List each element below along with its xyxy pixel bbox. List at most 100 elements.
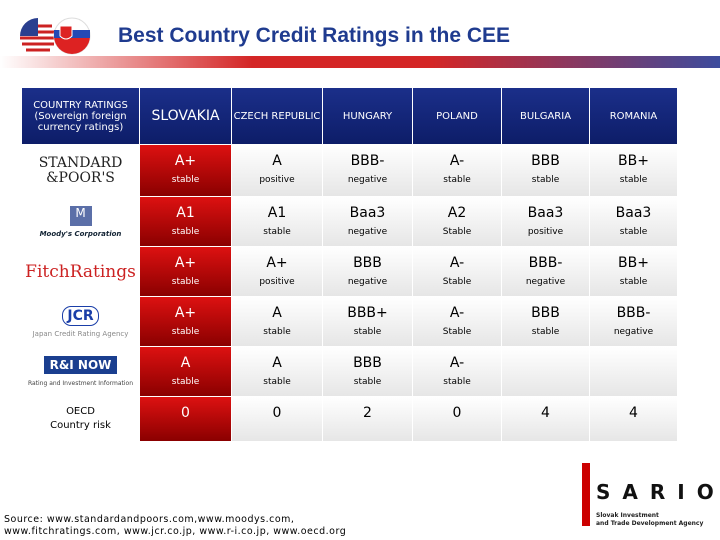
rating: A1 — [176, 205, 195, 221]
label-line: Country risk — [50, 420, 111, 431]
outlook: stable — [263, 227, 291, 237]
outlook: stable — [171, 175, 200, 185]
rating-cell: A-stable — [413, 347, 502, 397]
header-bar — [0, 56, 720, 68]
rating: BB+ — [618, 255, 649, 271]
rating: A- — [449, 153, 465, 169]
label-line: Rating and Investment Information — [27, 380, 134, 387]
outlook: stable — [619, 175, 648, 185]
rating: A — [272, 153, 282, 169]
rating: A — [272, 305, 282, 321]
rating-cell: Baa3 positive — [502, 197, 590, 247]
rating: A- — [449, 255, 465, 271]
outlook: Stable — [442, 327, 472, 337]
rating-cell: BBB stable — [323, 347, 413, 397]
rating-cell: BBB-negative — [502, 247, 590, 297]
outlook: stable — [443, 175, 471, 185]
rating: A — [180, 355, 191, 371]
rating-cell: A1 stable — [140, 197, 232, 247]
rating-cell: BBB+ stable — [323, 297, 413, 347]
rating: BBB — [531, 305, 560, 321]
rating-cell: Baa3 stable — [590, 197, 678, 247]
outlook: stable — [171, 227, 200, 237]
outlook: stable — [619, 277, 648, 287]
outlook: stable — [171, 327, 200, 337]
outlook: stable — [619, 227, 648, 237]
rating: BBB- — [350, 153, 385, 169]
rating: Baa3 — [527, 205, 564, 221]
rating: A+ — [174, 255, 197, 271]
sario-logo: SARIO Slovak Investment and Trade Develo… — [596, 480, 720, 528]
rating: A+ — [174, 153, 197, 169]
label-line: Japan Credit Rating Agency — [32, 329, 129, 338]
logo-name: SARIO — [596, 480, 720, 504]
rating: 4 — [541, 405, 550, 421]
outlook: positive — [259, 175, 295, 185]
row-label: OECD Country risk — [22, 397, 140, 442]
rating: A- — [449, 305, 465, 321]
outlook: Stable — [442, 227, 472, 237]
outlook: Stable — [442, 277, 472, 287]
row-label: R&I NOW Rating and Investment Information — [22, 347, 140, 397]
outlook: stable — [531, 327, 560, 337]
rating: A — [272, 355, 282, 371]
label-line: FitchRatings — [25, 261, 136, 282]
rating-cell: A2 Stable — [413, 197, 502, 247]
outlook: negative — [613, 327, 654, 337]
flags — [20, 17, 91, 55]
us-flag — [20, 18, 56, 54]
outlook: positive — [259, 277, 295, 287]
rating: 0 — [181, 405, 190, 421]
rating: 0 — [452, 405, 462, 421]
column-header: COUNTRY RATINGS (Sovereign foreign curre… — [22, 88, 140, 145]
rating: A+ — [174, 305, 197, 321]
rating: A- — [449, 355, 465, 371]
column-header: BULGARIA — [502, 88, 590, 145]
tagline-line: and Trade Development Agency — [596, 520, 704, 527]
rating-cell: BBB stable — [502, 145, 590, 197]
outlook: stable — [443, 377, 471, 387]
rating: BB+ — [618, 153, 649, 169]
rating: BBB — [531, 153, 560, 169]
label-line: &POOR'S — [46, 169, 115, 186]
source-line: Source: www.standardandpoors.com,www.moo… — [4, 514, 295, 525]
rating-cell: BBB-negative — [323, 145, 413, 197]
column-header: CZECH REPUBLIC — [232, 88, 323, 145]
source: Source: www.standardandpoors.com,www.moo… — [4, 514, 346, 538]
logo-bar — [582, 463, 590, 526]
rating-cell: BBB stable — [502, 297, 590, 347]
outlook: stable — [171, 277, 200, 287]
label-line: R&I NOW — [43, 356, 118, 374]
label-line: OECD — [66, 406, 95, 417]
rating-cell: BB+ stable — [590, 247, 678, 297]
label-line: STANDARD — [38, 154, 123, 171]
rating: BBB — [353, 355, 382, 371]
label-line: M — [69, 205, 92, 226]
logo-tagline: Slovak Investment and Trade Development … — [596, 512, 720, 528]
rating: BBB- — [616, 305, 651, 321]
outlook: stable — [353, 327, 382, 337]
label-line: JCR — [62, 305, 99, 326]
rating-cell: BBB-negative — [590, 297, 678, 347]
rating-cell: A+ stable — [140, 247, 232, 297]
rating: 2 — [363, 405, 372, 421]
rating: BBB — [353, 255, 382, 271]
rating: A1 — [267, 205, 287, 221]
column-header: ROMANIA — [590, 88, 678, 145]
rating-cell: BB+ stable — [590, 145, 678, 197]
rating-cell: 0 — [140, 397, 232, 442]
rating: A2 — [447, 205, 467, 221]
rating: BBB- — [528, 255, 563, 271]
rating: A+ — [266, 255, 288, 271]
column-header: SLOVAKIA — [140, 88, 232, 145]
outlook: stable — [263, 327, 291, 337]
row-label: M Moody's Corporation — [22, 197, 140, 247]
sk-flag — [53, 17, 91, 55]
column-header: POLAND — [413, 88, 502, 145]
rating-cell: Baa3 negative — [323, 197, 413, 247]
rating-cell: A+ stable — [140, 297, 232, 347]
rating-cell — [502, 347, 590, 397]
